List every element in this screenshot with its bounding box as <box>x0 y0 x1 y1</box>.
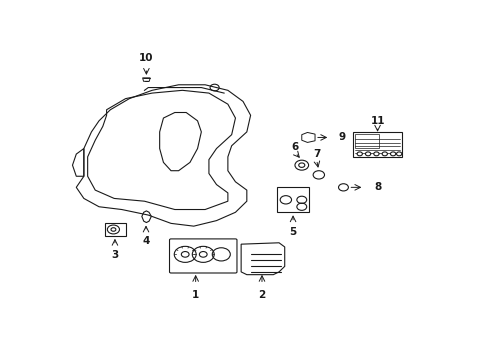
Bar <box>104 223 125 236</box>
Circle shape <box>181 252 189 257</box>
Text: 7: 7 <box>312 149 320 159</box>
Circle shape <box>373 152 378 156</box>
Text: 1: 1 <box>192 291 199 301</box>
Circle shape <box>396 152 401 156</box>
Text: 4: 4 <box>142 237 149 246</box>
Bar <box>352 132 401 157</box>
Bar <box>277 187 309 212</box>
Circle shape <box>356 152 362 156</box>
Circle shape <box>389 152 395 156</box>
Text: 11: 11 <box>369 116 384 126</box>
Circle shape <box>365 152 370 156</box>
Text: 3: 3 <box>111 250 118 260</box>
Text: 6: 6 <box>291 142 298 152</box>
Text: 10: 10 <box>139 53 153 63</box>
Text: 8: 8 <box>373 181 381 192</box>
Bar <box>354 134 379 148</box>
Text: 2: 2 <box>258 291 265 301</box>
Text: 5: 5 <box>289 227 296 237</box>
Circle shape <box>199 252 207 257</box>
Circle shape <box>381 152 386 156</box>
Text: 9: 9 <box>337 132 345 143</box>
